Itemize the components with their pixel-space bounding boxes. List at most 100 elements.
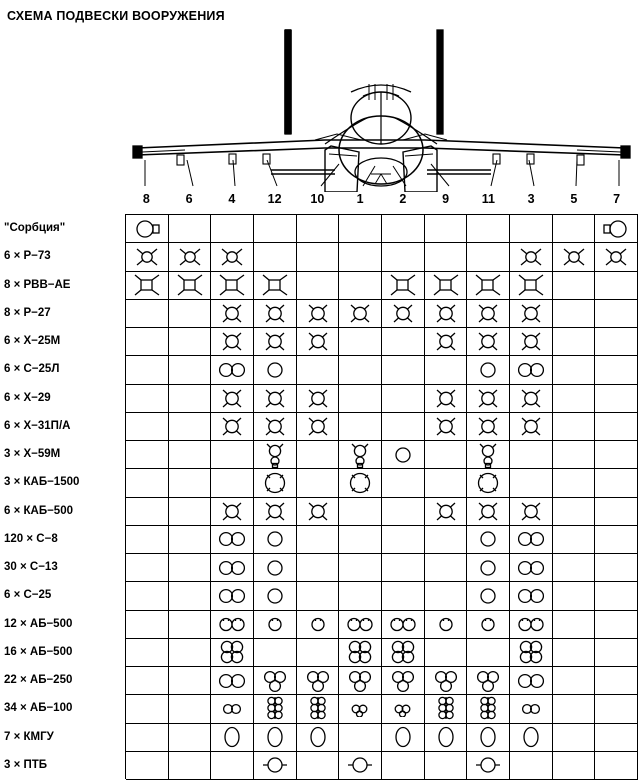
big-circle-icon bbox=[254, 469, 297, 497]
empty-cell bbox=[169, 638, 212, 666]
table-row bbox=[126, 667, 639, 696]
empty-cell bbox=[553, 751, 596, 779]
missile-x-icon bbox=[169, 243, 212, 271]
big-circle-icon bbox=[339, 469, 383, 497]
missile-pod-icon bbox=[467, 441, 511, 469]
table-row bbox=[126, 384, 639, 413]
empty-cell bbox=[126, 667, 169, 695]
missile-xb-icon bbox=[169, 271, 212, 299]
table-row bbox=[126, 469, 639, 498]
empty-cell bbox=[297, 356, 340, 384]
empty-cell bbox=[553, 667, 596, 695]
empty-cell bbox=[339, 243, 383, 271]
table-row bbox=[126, 751, 639, 780]
empty-cell bbox=[169, 667, 212, 695]
empty-cell bbox=[595, 638, 639, 666]
empty-cell bbox=[425, 469, 468, 497]
missile-xb-icon bbox=[211, 271, 255, 299]
circle-icon bbox=[254, 356, 297, 384]
bomb-pair-icon bbox=[382, 610, 425, 638]
column-number-12: 12 bbox=[267, 192, 282, 206]
oval-icon bbox=[297, 723, 340, 751]
empty-cell bbox=[339, 328, 383, 356]
empty-cell bbox=[126, 695, 169, 723]
empty-cell bbox=[595, 299, 639, 327]
bomb-tri-icon bbox=[254, 667, 297, 695]
empty-cell bbox=[425, 356, 468, 384]
weapon-label: 6 × С−25 bbox=[4, 589, 52, 602]
empty-cell bbox=[297, 751, 340, 779]
bomb-quad-icon bbox=[382, 638, 425, 666]
empty-cell bbox=[297, 441, 340, 469]
empty-cell bbox=[595, 723, 639, 751]
missile-xb-icon bbox=[382, 271, 425, 299]
column-number-10: 10 bbox=[310, 192, 325, 206]
bomb-quad-icon bbox=[339, 638, 383, 666]
empty-cell bbox=[595, 384, 639, 412]
empty-cell bbox=[425, 525, 468, 553]
tank-icon bbox=[339, 751, 383, 779]
bomb-tri-icon bbox=[382, 667, 425, 695]
column-number-5: 5 bbox=[570, 192, 578, 206]
empty-cell bbox=[339, 356, 383, 384]
table-row bbox=[126, 723, 639, 752]
table-row bbox=[126, 695, 639, 724]
missile-o-icon bbox=[425, 299, 468, 327]
double-circle-icon bbox=[211, 667, 255, 695]
table-row bbox=[126, 610, 639, 639]
empty-cell bbox=[595, 441, 639, 469]
column-number-1: 1 bbox=[356, 192, 364, 206]
pod-right-icon bbox=[595, 215, 639, 243]
weapon-label: 6 × Х−29 bbox=[4, 391, 51, 404]
empty-cell bbox=[169, 384, 212, 412]
empty-cell bbox=[339, 554, 383, 582]
empty-cell bbox=[467, 215, 511, 243]
weapon-label: 6 × С−25Л bbox=[4, 363, 60, 376]
circle-icon bbox=[467, 582, 511, 610]
bomb-cluster-icon bbox=[425, 695, 468, 723]
double-circle-icon bbox=[510, 554, 553, 582]
empty-cell bbox=[595, 328, 639, 356]
weapon-label: 7 × КМГУ bbox=[4, 730, 54, 743]
table-row bbox=[126, 554, 639, 583]
empty-cell bbox=[211, 215, 255, 243]
table-row bbox=[126, 215, 639, 244]
bomb-small-icon bbox=[339, 695, 383, 723]
bomb-pair-icon bbox=[211, 610, 255, 638]
circle-icon bbox=[467, 554, 511, 582]
empty-cell bbox=[425, 441, 468, 469]
missile-xb-icon bbox=[425, 271, 468, 299]
empty-cell bbox=[425, 751, 468, 779]
missile-pod-icon bbox=[339, 441, 383, 469]
empty-cell bbox=[126, 384, 169, 412]
oval-icon bbox=[510, 723, 553, 751]
bomb-small-icon bbox=[382, 695, 425, 723]
empty-cell bbox=[553, 554, 596, 582]
empty-cell bbox=[425, 243, 468, 271]
missile-o-icon bbox=[510, 384, 553, 412]
empty-cell bbox=[553, 638, 596, 666]
empty-cell bbox=[595, 412, 639, 440]
double-circle-icon bbox=[510, 582, 553, 610]
page-title: СХЕМА ПОДВЕСКИ ВООРУЖЕНИЯ bbox=[7, 9, 225, 23]
pod-left-icon bbox=[126, 215, 169, 243]
missile-o-icon bbox=[467, 497, 511, 525]
empty-cell bbox=[339, 384, 383, 412]
empty-cell bbox=[510, 751, 553, 779]
empty-cell bbox=[467, 638, 511, 666]
empty-cell bbox=[169, 497, 212, 525]
missile-x-icon bbox=[126, 243, 169, 271]
empty-cell bbox=[595, 695, 639, 723]
empty-cell bbox=[169, 525, 212, 553]
missile-o-icon bbox=[510, 497, 553, 525]
weapon-label: 22 × АБ−250 bbox=[4, 674, 73, 687]
empty-cell bbox=[553, 299, 596, 327]
weapon-label: 6 × Х−25М bbox=[4, 335, 61, 348]
empty-cell bbox=[553, 469, 596, 497]
empty-cell bbox=[254, 215, 297, 243]
circle-icon bbox=[254, 554, 297, 582]
empty-cell bbox=[595, 497, 639, 525]
oval-icon bbox=[254, 723, 297, 751]
missile-o-icon bbox=[211, 328, 255, 356]
